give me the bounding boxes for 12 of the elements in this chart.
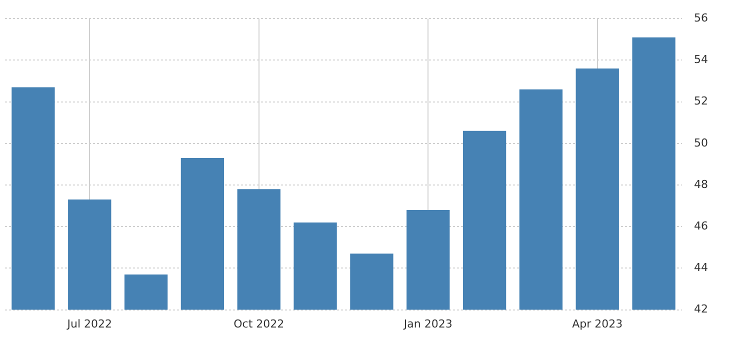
y-tick-label: 52 [694,94,708,108]
x-tick-label: Jan 2023 [402,317,452,330]
y-tick-label: 54 [694,53,708,66]
x-tick-label: Apr 2023 [572,317,623,330]
y-tick-label: 44 [694,261,708,274]
y-tick-label: 46 [694,219,708,232]
y-tick-label: 42 [694,302,708,316]
y-tick-label: 56 [694,11,708,24]
x-tick-label: Oct 2022 [234,317,284,330]
x-tick-label: Jul 2022 [66,317,112,330]
y-tick-label: 50 [694,136,708,150]
y-tick-label: 48 [694,178,708,191]
